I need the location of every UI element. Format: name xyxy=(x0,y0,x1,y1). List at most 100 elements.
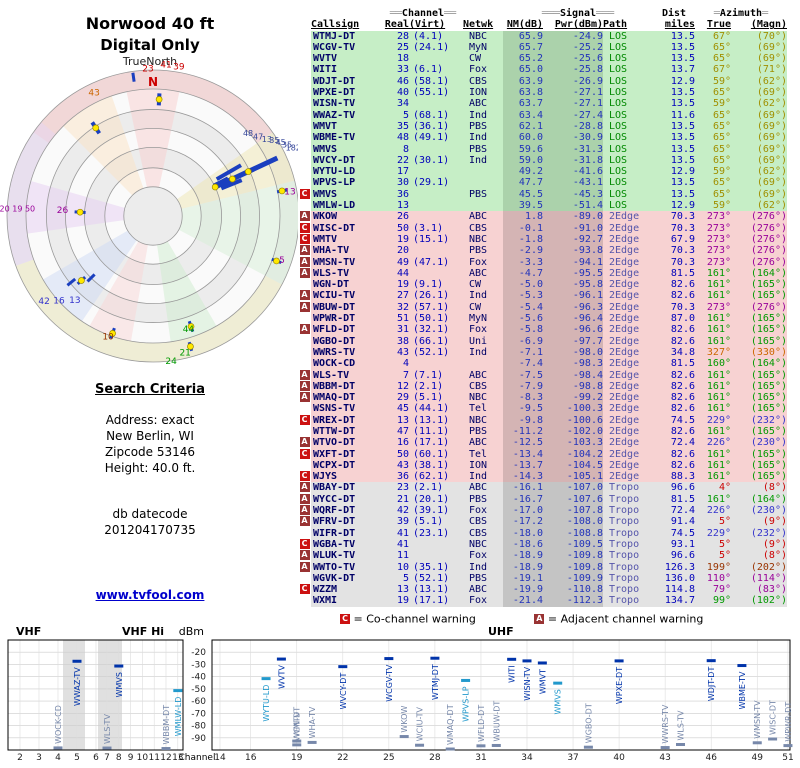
callsign-link[interactable]: WMSN-TV xyxy=(311,256,383,268)
callsign-link[interactable]: WMVS xyxy=(311,188,383,201)
callsign-link[interactable]: WLS-TV xyxy=(311,369,383,381)
radar-sector xyxy=(33,70,273,144)
callsign-link[interactable]: WWAZ-TV xyxy=(311,109,383,121)
noise-margin: -9.8 xyxy=(503,414,543,426)
virtual-channel: (52.1) xyxy=(409,346,463,359)
callsign-link[interactable]: WGVK-DT xyxy=(311,572,383,585)
callsign-link[interactable]: WPVS-LP xyxy=(311,177,383,189)
callsign-link[interactable]: WQRF-DT xyxy=(311,505,383,517)
station-label: WMLW-LD xyxy=(174,697,183,737)
callsign-link[interactable]: WFRV-DT xyxy=(311,516,383,528)
callsign-link[interactable]: WVCY-DT xyxy=(311,154,383,167)
callsign-link[interactable]: WXMI xyxy=(311,595,383,607)
callsign-link[interactable]: WJYS xyxy=(311,471,383,483)
warning-cell xyxy=(298,346,311,359)
callsign-link[interactable]: WGBO-DT xyxy=(311,335,383,347)
distance-miles: 12.9 xyxy=(653,200,695,212)
callsign-link[interactable]: WCGV-TV xyxy=(311,41,383,54)
callsign-link[interactable]: WLS-TV xyxy=(311,267,383,280)
warning-cell xyxy=(298,132,311,144)
callsign-link[interactable]: WMVS xyxy=(311,143,383,155)
station-label: WCIU-TV xyxy=(416,706,425,741)
azimuth-true: 65° xyxy=(695,41,731,54)
station-row: WCPX-DT 43 (38.1) ION -13.7 -104.5 2Edge 82.6 16… xyxy=(298,459,787,472)
callsign-link[interactable]: WMTV xyxy=(311,233,383,246)
real-channel: 4 xyxy=(383,358,409,370)
callsign-link[interactable]: WSNS-TV xyxy=(311,403,383,415)
callsign-link[interactable]: WREX-DT xyxy=(311,414,383,426)
virtual-channel: (36.1) xyxy=(409,120,463,133)
azimuth-true: 273° xyxy=(695,301,731,314)
callsign-link[interactable]: WZZM xyxy=(311,584,383,596)
signal-bar xyxy=(276,657,286,661)
callsign-link[interactable]: WBBM-DT xyxy=(311,380,383,393)
callsign-link[interactable]: WLUK-TV xyxy=(311,550,383,562)
virtual-channel: (62.1) xyxy=(409,471,463,483)
callsign-link[interactable]: WCIU-TV xyxy=(311,290,383,302)
network: NBC xyxy=(463,30,503,42)
callsign-link[interactable]: WCPX-DT xyxy=(311,459,383,472)
radar-ring xyxy=(123,186,183,246)
warning-cell: C xyxy=(298,233,311,246)
callsign-link[interactable]: WOCK-CD xyxy=(311,358,383,370)
callsign-link[interactable]: WTMJ-DT xyxy=(311,30,383,42)
tvfool-link[interactable]: www.tvfool.com xyxy=(95,588,205,602)
station-label: WBBM-DT xyxy=(162,705,171,745)
path-type: 2Edge xyxy=(603,437,653,449)
power-dbm: -25.6 xyxy=(543,53,603,65)
warning-cell: C xyxy=(298,414,311,426)
callsign-link[interactable]: WYTU-LD xyxy=(311,166,383,178)
adjacent-channel-warning-icon: A xyxy=(299,482,310,493)
power-dbm: -109.8 xyxy=(543,561,603,573)
distance-miles: 13.5 xyxy=(653,41,695,54)
callsign-link[interactable]: WYCC-DT xyxy=(311,493,383,506)
callsign-link[interactable]: WTVO-DT xyxy=(311,437,383,449)
radar-sector xyxy=(42,230,137,322)
virtual-channel: (39.1) xyxy=(409,505,463,517)
path-type: LOS xyxy=(603,143,653,155)
callsign-link[interactable]: WHA-TV xyxy=(311,245,383,257)
callsign-link[interactable]: WBME-TV xyxy=(311,132,383,144)
azimuth-true: 161° xyxy=(695,290,731,302)
callsign-link[interactable]: WBUW-DT xyxy=(311,301,383,314)
signal-bar xyxy=(553,681,563,685)
callsign-link[interactable]: WKOW xyxy=(311,211,383,223)
callsign-link[interactable]: WGBA-TV xyxy=(311,538,383,551)
callsign-link[interactable]: WPWR-DT xyxy=(311,313,383,325)
callsign-link[interactable]: WMLW-LD xyxy=(311,200,383,212)
network: ION xyxy=(463,459,503,472)
callsign-link[interactable]: WVTV xyxy=(311,53,383,65)
callsign-link[interactable]: WISC-DT xyxy=(311,222,383,234)
noise-margin: -7.5 xyxy=(503,369,543,381)
azimuth-true: 65° xyxy=(695,177,731,189)
callsign-link[interactable]: WXFT-DT xyxy=(311,448,383,460)
distance-miles: 96.6 xyxy=(653,550,695,562)
callsign-link[interactable]: WISN-TV xyxy=(311,98,383,110)
callsign-link[interactable]: WDJT-DT xyxy=(311,75,383,88)
azimuth-magnetic: (69°) xyxy=(731,177,787,189)
vhf-chart-box xyxy=(7,639,184,751)
network: ABC xyxy=(463,267,503,280)
station-row: A WLS-TV 7 (7.1) ABC -7.5 -98.4 2Edge 82.6 161° (1… xyxy=(298,369,787,381)
callsign-link[interactable]: WBAY-DT xyxy=(311,482,383,494)
callsign-link[interactable]: WIFR-DT xyxy=(311,527,383,539)
callsign-link[interactable]: WWRS-TV xyxy=(311,346,383,359)
callsign-link[interactable]: WMAQ-DT xyxy=(311,392,383,404)
callsign-link[interactable]: WITI xyxy=(311,64,383,76)
callsign-link[interactable]: WMVT xyxy=(311,120,383,133)
callsign-link[interactable]: WTTW-DT xyxy=(311,425,383,438)
callsign-link[interactable]: WPXE-DT xyxy=(311,87,383,99)
callsign-link[interactable]: WFLD-DT xyxy=(311,324,383,336)
callsign-link[interactable]: WGN-DT xyxy=(311,279,383,291)
noise-margin: -19.1 xyxy=(503,572,543,585)
callsign-link[interactable]: WWTO-TV xyxy=(311,561,383,573)
noise-margin: 65.0 xyxy=(503,64,543,76)
power-dbm: -26.9 xyxy=(543,75,603,88)
noise-margin: -9.5 xyxy=(503,403,543,415)
azimuth-magnetic: (62°) xyxy=(731,200,787,212)
azimuth-magnetic: (165°) xyxy=(731,324,787,336)
azimuth-magnetic: (165°) xyxy=(731,313,787,325)
noise-margin: -19.9 xyxy=(503,584,543,596)
radar-grid-circle xyxy=(25,88,281,344)
signal-bar xyxy=(660,746,670,750)
